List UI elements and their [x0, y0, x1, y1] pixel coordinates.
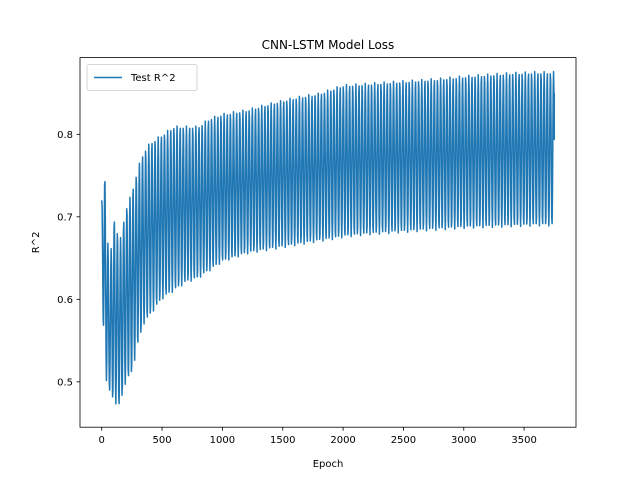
axes-frame: [79, 57, 577, 428]
chart-title: CNN-LSTM Model Loss: [262, 38, 395, 52]
axes-layer: 0 500 1000 1500 2000 2500 3000 3500 0.5 0.6 0.7 0.8: [57, 57, 577, 446]
x-tick-label: 1500: [270, 435, 295, 446]
x-tick-label: 500: [153, 435, 172, 446]
y-tick-label: 0.8: [57, 130, 73, 141]
y-tick-label: 0.7: [57, 212, 73, 223]
x-tick-label: 1000: [210, 435, 235, 446]
x-axis-label: Epoch: [313, 459, 344, 470]
x-tick-label: 2500: [391, 435, 416, 446]
y-tick-label: 0.6: [57, 295, 73, 306]
x-tick-label: 2000: [330, 435, 355, 446]
legend-box: [86, 64, 198, 91]
series-line-test-r2: [100, 70, 556, 405]
y-tick-label: 0.5: [57, 377, 73, 388]
y-axis-label: R^2: [31, 232, 42, 254]
legend: Test R^2: [86, 64, 198, 91]
plot-layer: [100, 70, 556, 405]
x-tick-label: 0: [99, 435, 105, 446]
x-tick-label: 3000: [451, 435, 476, 446]
x-tick-label: 3500: [511, 435, 536, 446]
legend-label-test-r2: Test R^2: [130, 73, 176, 84]
